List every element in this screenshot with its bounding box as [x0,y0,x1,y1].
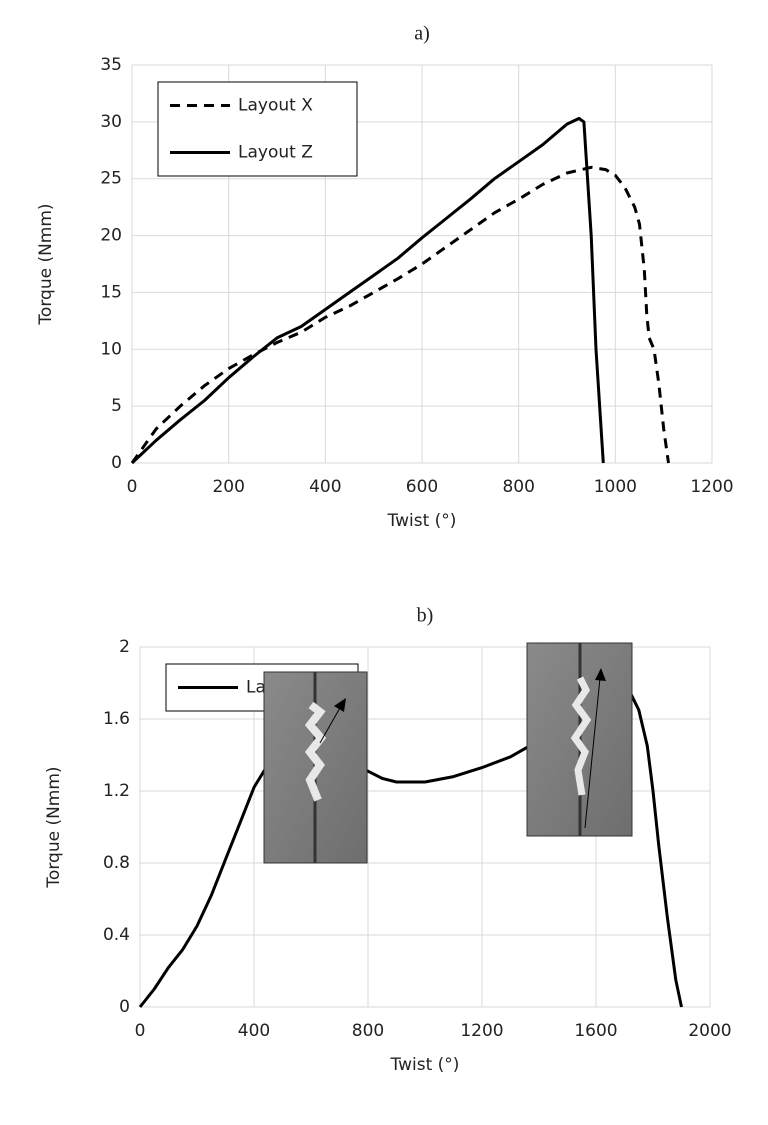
x-axis-label: Twist (°) [390,1055,460,1075]
x-tick-label: 400 [238,1021,270,1041]
specimen-photo [526,642,633,837]
x-tick-label: 200 [212,477,244,497]
y-tick-label: 25 [100,169,122,189]
y-tick-label: 20 [100,226,122,246]
chart-title: b) [417,605,434,627]
x-tick-label: 600 [406,477,438,497]
chart-title: a) [414,23,430,45]
x-tick-label: 1600 [574,1021,617,1041]
x-tick-label: 800 [502,477,534,497]
x-tick-label: 1000 [594,477,637,497]
legend-label: Layout Z [238,143,313,163]
x-tick-label: 400 [309,477,341,497]
x-tick-label: 800 [352,1021,384,1041]
y-tick-label: 0 [119,997,130,1017]
annotations [263,642,633,864]
y-tick-label: 35 [100,55,122,75]
arrow [584,668,606,829]
x-tick-label: 2000 [688,1021,731,1041]
y-axis-label: Torque (Nmm) [36,203,56,325]
y-tick-label: 0 [111,453,122,473]
data-line [130,116,605,465]
arrow [319,698,346,744]
x-tick-label: 1200 [460,1021,503,1041]
y-tick-label: 30 [100,112,122,132]
y-axis-label: Torque (Nmm) [44,766,64,888]
y-tick-label: 10 [100,339,122,359]
x-tick-label: 0 [135,1021,146,1041]
legend-label: Layout X [238,96,313,116]
x-axis-label: Twist (°) [387,511,457,531]
specimen-photo [263,671,368,864]
y-tick-label: 0.8 [103,853,130,873]
legend-box [157,81,358,177]
data-line [130,165,670,464]
y-tick-label: 1.2 [103,781,130,801]
y-tick-label: 15 [100,282,122,302]
x-tick-label: 1200 [690,477,733,497]
data-line [138,681,683,1008]
y-tick-label: 1.6 [103,709,130,729]
y-tick-label: 2 [119,637,130,657]
y-tick-label: 0.4 [103,925,130,945]
y-tick-label: 5 [111,396,122,416]
x-tick-label: 0 [127,477,138,497]
